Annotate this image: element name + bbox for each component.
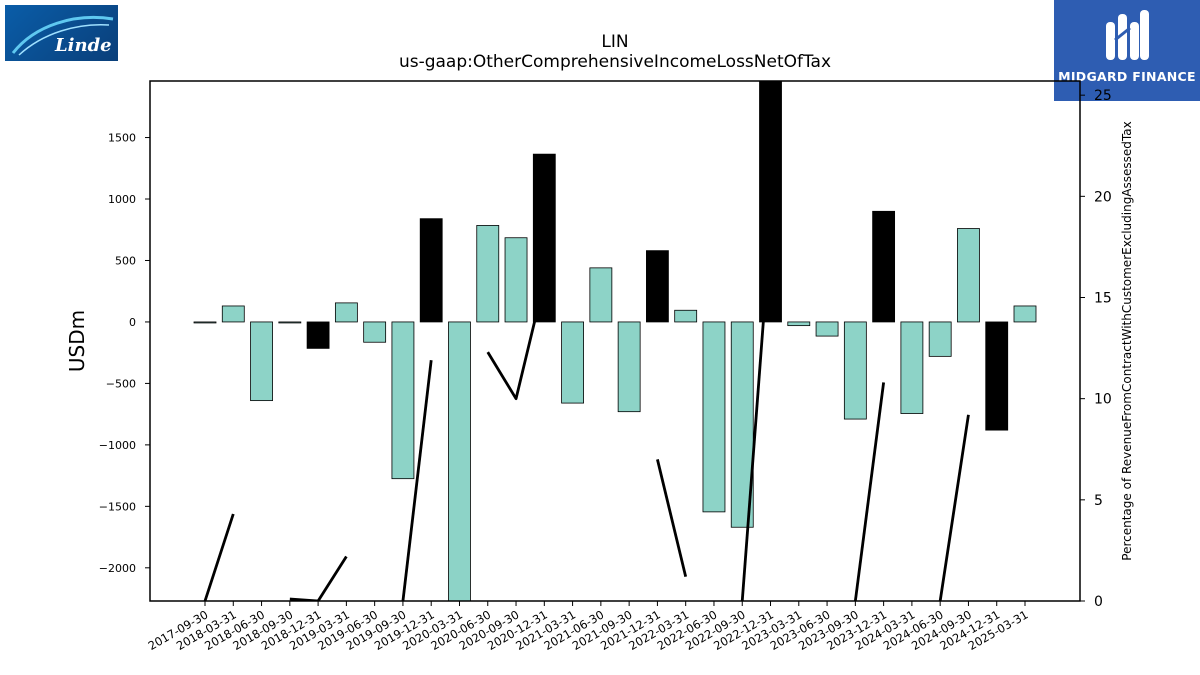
bar: [617, 321, 641, 413]
line-segment: [486, 280, 546, 401]
line-layer: [203, 226, 970, 601]
line-segment: [656, 459, 688, 578]
y-axis-label: USDm: [65, 310, 89, 372]
line-segment: [938, 414, 970, 601]
bar: [815, 321, 839, 337]
bar-layer: [193, 81, 1037, 601]
bar: [787, 321, 811, 327]
line-segment: [740, 226, 772, 601]
bar: [589, 267, 613, 323]
y-tick-label: 0: [129, 316, 136, 329]
bar: [985, 321, 1009, 431]
chart-title: LIN: [601, 32, 629, 52]
bar: [391, 321, 415, 480]
line-segment: [203, 513, 235, 601]
bar: [1013, 305, 1037, 323]
bar: [448, 321, 471, 601]
bar: [900, 321, 924, 414]
bar: [504, 237, 528, 323]
bar: [419, 218, 443, 323]
bar: [561, 321, 584, 404]
bar: [363, 321, 387, 343]
midgard-finance-logo-text: MIDGARD FINANCE: [1058, 69, 1196, 84]
y-tick-label: −1000: [99, 439, 136, 452]
x-axis: 2017-09-302018-03-312018-06-302018-09-30…: [146, 601, 1031, 653]
y-tick-label: 1000: [108, 193, 136, 206]
bar: [730, 321, 754, 528]
midgard-finance-logo: MIDGARD FINANCE: [1054, 0, 1200, 101]
bar: [532, 153, 556, 323]
y-tick-label: 1500: [108, 132, 136, 145]
bar: [872, 210, 896, 323]
bar: [278, 321, 302, 324]
y2-tick-label: 25: [1094, 88, 1112, 104]
chart-subtitle: us-gaap:OtherComprehensiveIncomeLossNetO…: [398, 52, 832, 72]
plot-frame: [149, 80, 1081, 602]
bar: [957, 228, 980, 323]
y2-tick-label: 15: [1094, 290, 1112, 306]
y-tick-label: −500: [106, 377, 136, 390]
y2-tick-label: 0: [1094, 594, 1103, 610]
bar: [759, 81, 782, 323]
bar: [476, 225, 500, 323]
linde-logo-text: Linde: [54, 35, 112, 56]
y-axis-left: −2000 −1500 −1000 −500 0 500 1000 1500: [99, 132, 150, 575]
bar: [221, 305, 245, 323]
y2-tick-label: 20: [1094, 189, 1112, 205]
y2-tick-label: 10: [1094, 392, 1112, 408]
y-tick-label: 500: [115, 254, 136, 267]
bar: [334, 302, 358, 323]
y2-tick-label: 5: [1094, 493, 1103, 509]
line-segment: [401, 360, 433, 601]
bar: [674, 309, 698, 323]
bar: [702, 321, 726, 513]
bar: [928, 321, 952, 357]
bar: [843, 321, 867, 420]
y-tick-label: −1500: [99, 500, 136, 513]
bar: [250, 321, 273, 402]
y-tick-label: −2000: [99, 562, 136, 575]
line-segment: [853, 382, 886, 601]
bar: [193, 321, 217, 324]
y2-axis-label: Percentage of RevenueFromContractWithCus…: [1120, 121, 1134, 560]
y-axis-right: 0 5 10 15 20 25: [1080, 88, 1112, 610]
line-segment: [289, 555, 348, 601]
bar: [306, 321, 330, 349]
bar: [646, 250, 669, 323]
linde-logo: Linde: [5, 5, 118, 61]
